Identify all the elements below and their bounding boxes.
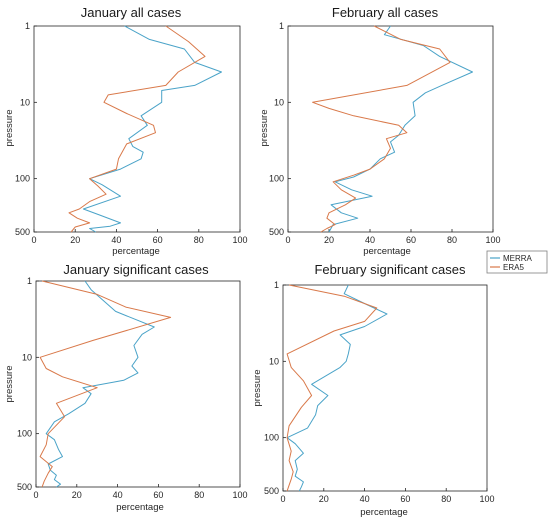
x-tick-label: 100 bbox=[232, 490, 247, 500]
y-tick-label: 100 bbox=[264, 433, 279, 443]
y-tick-label: 100 bbox=[269, 174, 284, 184]
panel-title: February significant cases bbox=[314, 262, 466, 277]
y-axis-label: pressure bbox=[4, 110, 15, 147]
x-tick-label: 40 bbox=[111, 235, 121, 245]
y-tick-label: 100 bbox=[15, 174, 30, 184]
x-tick-label: 80 bbox=[194, 235, 204, 245]
y-tick-label: 500 bbox=[15, 227, 30, 237]
x-tick-label: 60 bbox=[400, 494, 410, 504]
panel-january-all: January all cases pressure percentage 0 2… bbox=[4, 5, 248, 257]
series-line-merra bbox=[328, 25, 473, 233]
panel-title: January significant cases bbox=[63, 262, 209, 277]
y-axis-label: pressure bbox=[252, 370, 263, 407]
x-tick-label: 20 bbox=[319, 494, 329, 504]
series-line-era5 bbox=[68, 25, 206, 233]
series-line-merra bbox=[45, 280, 155, 488]
y-tick-label: 1 bbox=[279, 21, 284, 31]
x-tick-label: 20 bbox=[72, 490, 82, 500]
x-tick-label: 100 bbox=[485, 235, 500, 245]
x-tick-label: 40 bbox=[113, 490, 123, 500]
x-tick-label: 80 bbox=[447, 235, 457, 245]
axes-frame bbox=[282, 284, 488, 492]
x-tick-label: 0 bbox=[280, 494, 285, 504]
x-tick-label: 0 bbox=[285, 235, 290, 245]
x-axis-label: percentage bbox=[112, 246, 160, 257]
axes-frame bbox=[35, 280, 241, 488]
x-tick-label: 40 bbox=[360, 494, 370, 504]
panel-january-significant: January significant cases pressure perce… bbox=[4, 262, 248, 513]
x-tick-label: 60 bbox=[406, 235, 416, 245]
legend: MERRA ERA5 bbox=[486, 250, 548, 274]
plot-area: 0 20 40 60 80 100 1 10 100 500 bbox=[264, 280, 495, 504]
x-tick-label: 80 bbox=[441, 494, 451, 504]
y-tick-label: 1 bbox=[274, 280, 279, 290]
y-tick-label: 10 bbox=[269, 356, 279, 366]
y-tick-label: 100 bbox=[17, 429, 32, 439]
legend-label-merra: MERRA bbox=[503, 254, 533, 263]
plot-area: 0 20 40 60 80 100 1 10 100 500 bbox=[17, 276, 248, 500]
series-line-merra bbox=[82, 25, 222, 233]
series-line-era5 bbox=[286, 284, 378, 492]
plot-area: 0 20 40 60 80 100 1 10 100 500 bbox=[15, 21, 248, 245]
y-tick-label: 500 bbox=[264, 486, 279, 496]
x-tick-label: 0 bbox=[31, 235, 36, 245]
x-axis-label: percentage bbox=[360, 507, 408, 518]
legend-box bbox=[486, 250, 548, 274]
x-axis-label: percentage bbox=[116, 502, 164, 513]
x-tick-label: 40 bbox=[365, 235, 375, 245]
series-line-era5 bbox=[312, 25, 451, 233]
panel-title: February all cases bbox=[332, 5, 439, 20]
x-tick-label: 60 bbox=[153, 235, 163, 245]
y-tick-label: 10 bbox=[20, 97, 30, 107]
y-tick-label: 1 bbox=[25, 21, 30, 31]
series-line-era5 bbox=[39, 280, 172, 488]
x-tick-label: 100 bbox=[232, 235, 247, 245]
axes-frame bbox=[287, 25, 494, 233]
y-axis-label: pressure bbox=[259, 110, 270, 147]
y-tick-label: 1 bbox=[27, 276, 32, 286]
y-tick-label: 500 bbox=[269, 227, 284, 237]
plot-area: 0 20 40 60 80 100 1 10 100 500 bbox=[269, 21, 501, 245]
axes-frame bbox=[33, 25, 241, 233]
panel-title: January all cases bbox=[81, 5, 182, 20]
panel-february-significant: February significant cases pressure perc… bbox=[252, 262, 495, 518]
series-line-merra bbox=[286, 284, 388, 492]
y-axis-label: pressure bbox=[4, 366, 15, 403]
panel-february-all: February all cases pressure percentage 0… bbox=[259, 5, 501, 257]
x-tick-label: 20 bbox=[324, 235, 334, 245]
x-tick-label: 20 bbox=[70, 235, 80, 245]
y-tick-label: 10 bbox=[22, 352, 32, 362]
x-tick-label: 60 bbox=[153, 490, 163, 500]
x-tick-label: 100 bbox=[479, 494, 494, 504]
x-tick-label: 0 bbox=[33, 490, 38, 500]
y-tick-label: 10 bbox=[274, 97, 284, 107]
legend-label-era5: ERA5 bbox=[503, 263, 524, 272]
x-tick-label: 80 bbox=[194, 490, 204, 500]
y-tick-label: 500 bbox=[17, 482, 32, 492]
x-axis-label: percentage bbox=[363, 246, 411, 257]
